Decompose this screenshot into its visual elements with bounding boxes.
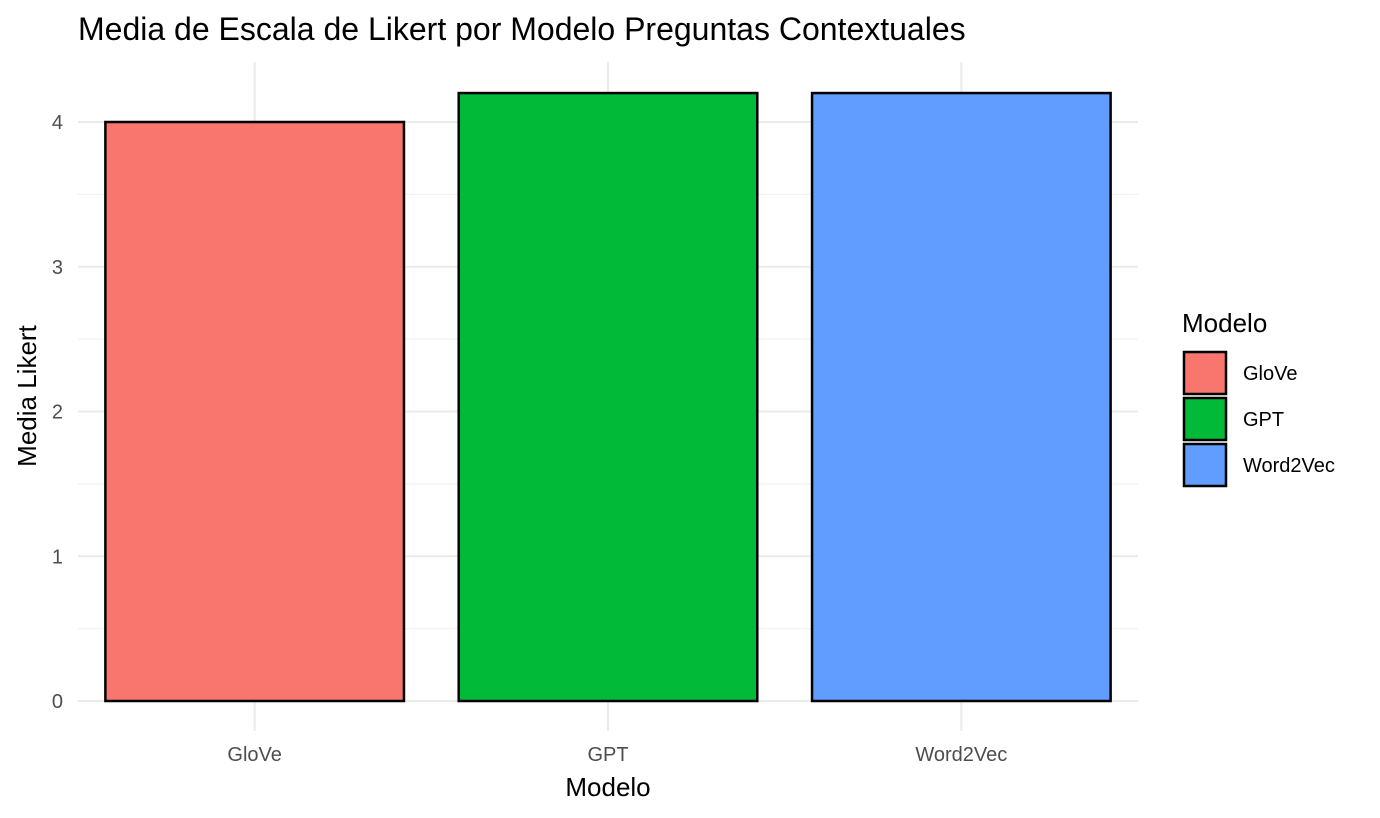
legend-label: Word2Vec: [1243, 455, 1335, 477]
legend-key-word2vec: [1182, 442, 1228, 488]
y-tick-label: 2: [52, 402, 63, 424]
x-axis-ticks: GloVe GPT Word2Vec: [227, 744, 1007, 766]
x-tick-label: GPT: [587, 744, 628, 766]
y-tick-label: 0: [52, 691, 63, 713]
bars: [104, 91, 1112, 703]
x-tick-label: GloVe: [227, 744, 281, 766]
bar-gpt: [457, 91, 759, 703]
bar-word2vec: [810, 91, 1112, 703]
legend-entries: GloVe GPT Word2Vec: [1182, 350, 1335, 488]
y-axis-title: Media Likert: [12, 324, 42, 466]
y-axis-ticks: 0 1 2 3 4: [52, 112, 63, 713]
legend-label: GPT: [1243, 409, 1284, 431]
x-tick-label: Word2Vec: [915, 744, 1007, 766]
legend-key-gpt: [1182, 396, 1228, 442]
legend-title: Modelo: [1182, 308, 1267, 338]
legend-key-glove: [1182, 350, 1228, 396]
legend-label: GloVe: [1243, 363, 1297, 385]
y-tick-label: 3: [52, 257, 63, 279]
bar-glove: [104, 120, 406, 703]
legend: Modelo GloVe GPT Word2Vec: [1182, 308, 1335, 488]
y-tick-label: 4: [52, 112, 63, 134]
chart-title: Media de Escala de Likert por Modelo Pre…: [78, 11, 966, 47]
y-tick-label: 1: [52, 546, 63, 568]
x-axis-title: Modelo: [565, 772, 650, 802]
